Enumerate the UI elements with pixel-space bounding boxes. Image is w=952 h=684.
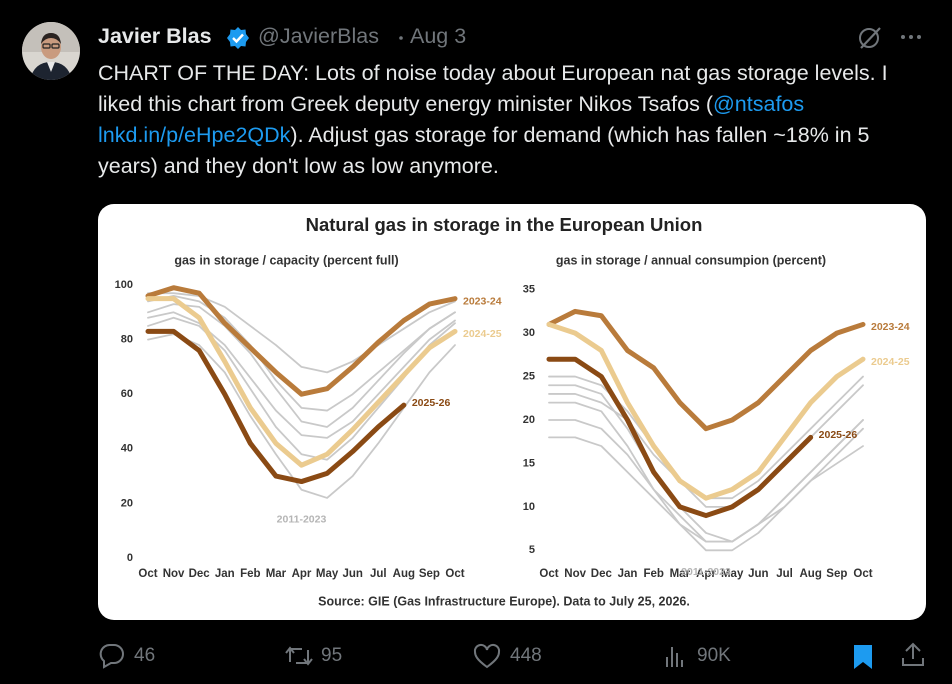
author-handle[interactable]: @JavierBlas	[258, 24, 380, 48]
x-tick-label: Apr	[696, 568, 716, 580]
history-line	[147, 303, 456, 428]
x-tick-label: Jan	[618, 568, 638, 580]
x-tick-label: Nov	[564, 568, 586, 580]
series-line	[145, 285, 458, 397]
x-tick-label: Jun	[748, 568, 768, 580]
series-label: 2011-2023	[277, 514, 327, 526]
repost-count[interactable]: 95	[321, 645, 343, 666]
y-tick-label: 5	[529, 544, 535, 556]
y-tick-label: 35	[523, 284, 535, 296]
avatar[interactable]	[22, 22, 80, 80]
bookmark-icon[interactable]	[851, 643, 877, 671]
x-tick-label: Jul	[370, 568, 387, 580]
x-tick-label: Feb	[643, 568, 663, 580]
x-tick-label: Sep	[419, 568, 440, 580]
tweet-text: CHART OF THE DAY: Lots of noise today ab…	[98, 58, 928, 182]
series-label: 2023-24	[463, 295, 502, 307]
series-label: 2024-25	[463, 328, 502, 340]
series-label: 2025-26	[819, 429, 858, 441]
y-tick-label: 0	[127, 552, 133, 564]
url-link[interactable]: lnkd.in/p/eHpe2QDk	[98, 123, 291, 147]
y-tick-label: 20	[523, 414, 535, 426]
chart-image[interactable]: Natural gas in storage in the European U…	[98, 204, 926, 620]
views-icon[interactable]	[662, 643, 690, 671]
series-label: 2024-25	[871, 356, 910, 368]
separator-dot	[399, 36, 403, 40]
views-count[interactable]: 90K	[697, 645, 731, 666]
series-label: 2025-26	[412, 397, 451, 409]
x-tick-label: Oct	[853, 568, 872, 580]
x-tick-label: Aug	[393, 568, 415, 580]
grok-icon[interactable]	[856, 24, 884, 52]
y-tick-label: 15	[523, 457, 535, 469]
series-line	[546, 356, 814, 519]
series-line	[546, 308, 866, 432]
figure-source: Source: GIE (Gas Infrastructure Europe).…	[318, 594, 690, 608]
series-line	[546, 321, 866, 501]
y-tick-label: 100	[115, 279, 133, 291]
y-tick-label: 60	[121, 388, 133, 400]
x-tick-label: Sep	[826, 568, 847, 580]
series-line	[145, 296, 458, 468]
figure-title: Natural gas in storage in the European U…	[306, 214, 703, 235]
like-icon[interactable]	[472, 643, 502, 671]
x-tick-label: Oct	[539, 568, 558, 580]
series-line	[145, 328, 407, 485]
y-tick-label: 30	[523, 327, 535, 339]
share-icon[interactable]	[900, 641, 926, 669]
x-tick-label: Nov	[163, 568, 185, 580]
x-tick-label: Dec	[591, 568, 613, 580]
x-tick-label: Jul	[776, 568, 793, 580]
x-tick-label: Feb	[240, 568, 260, 580]
y-tick-label: 20	[121, 497, 133, 509]
y-tick-label: 80	[121, 334, 133, 346]
y-tick-label: 25	[523, 370, 535, 382]
more-menu[interactable]	[898, 30, 926, 44]
history-line	[548, 436, 864, 543]
repost-icon[interactable]	[284, 642, 314, 670]
x-tick-label: Apr	[292, 568, 312, 580]
x-tick-label: Oct	[445, 568, 464, 580]
history-line	[147, 295, 456, 412]
series-label: 2023-24	[871, 321, 910, 333]
x-tick-label: Jan	[215, 568, 235, 580]
like-count[interactable]: 448	[510, 645, 542, 666]
x-tick-label: Mar	[266, 568, 287, 580]
x-tick-label: Jun	[342, 568, 362, 580]
author-name[interactable]: Javier Blas	[98, 24, 212, 48]
chart-subtitle: gas in storage / capacity (percent full)	[174, 253, 398, 267]
x-tick-label: Aug	[799, 568, 821, 580]
history-line	[147, 311, 456, 439]
chart-subtitle: gas in storage / annual consumpion (perc…	[556, 253, 826, 267]
tweet-text-part: ). Adjust gas storage for demand (which …	[98, 123, 870, 178]
reply-count[interactable]: 46	[134, 645, 156, 666]
x-tick-label: Mar	[670, 568, 691, 580]
x-tick-label: Dec	[189, 568, 211, 580]
post-date[interactable]: Aug 3	[410, 24, 467, 48]
mention-link[interactable]: @ntsafos	[712, 92, 805, 116]
x-tick-label: Oct	[138, 568, 157, 580]
series-label: 2011-2023	[681, 566, 731, 578]
image-background	[98, 204, 926, 620]
x-tick-label: May	[721, 568, 744, 580]
x-tick-label: May	[316, 568, 339, 580]
y-tick-label: 40	[121, 443, 133, 455]
reply-icon[interactable]	[98, 642, 126, 670]
tweet-text-part: CHART OF THE DAY: Lots of noise today ab…	[98, 61, 888, 116]
y-tick-label: 10	[523, 501, 535, 513]
verified-badge	[227, 27, 249, 49]
